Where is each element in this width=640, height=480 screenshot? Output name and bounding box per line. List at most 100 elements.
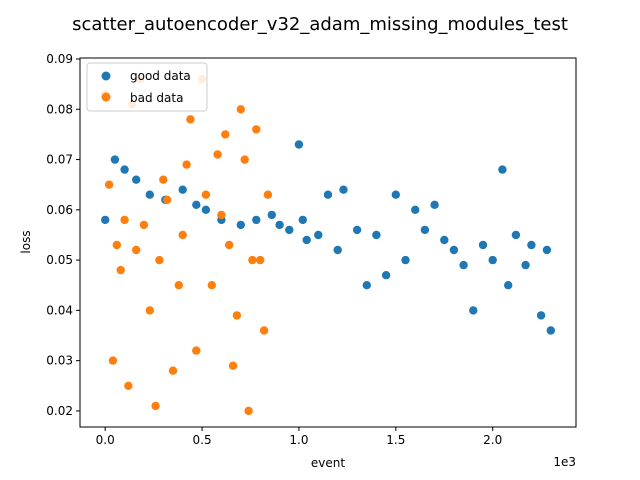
point-bad-data	[207, 281, 216, 290]
point-bad-data	[159, 175, 168, 184]
x-axis-label: event	[311, 456, 345, 470]
point-good-data	[145, 190, 154, 199]
point-bad-data	[139, 220, 149, 230]
point-bad-data	[178, 230, 187, 240]
point-bad-data	[232, 311, 242, 320]
point-bad-data	[248, 255, 257, 265]
point-good-data	[498, 165, 507, 174]
x-axis-ticks: 0.0 0.5 1.0 1.5 2.0	[96, 427, 502, 447]
point-good-data	[267, 210, 276, 220]
point-good-data	[511, 230, 521, 240]
point-good-data	[536, 311, 546, 320]
y-axis-label: loss	[19, 230, 33, 253]
point-bad-data	[120, 215, 129, 225]
point-bad-data	[263, 190, 273, 199]
x-tick-label: 1.0	[289, 433, 308, 447]
point-good-data	[372, 230, 381, 240]
point-bad-data	[182, 160, 191, 169]
point-bad-data	[213, 150, 222, 159]
point-bad-data	[217, 210, 226, 220]
point-good-data	[420, 225, 430, 235]
legend: good data bad data	[86, 62, 208, 112]
point-good-data	[459, 260, 468, 270]
point-good-data	[469, 306, 478, 315]
point-good-data	[101, 215, 110, 225]
point-good-data	[381, 271, 391, 280]
point-bad-data	[240, 155, 249, 164]
point-bad-data	[256, 255, 265, 265]
x-tick-label: 2.0	[483, 433, 502, 447]
legend-label-bad-data: bad data	[130, 91, 183, 105]
y-tick-label: 0.07	[46, 153, 73, 167]
legend-box	[86, 62, 208, 112]
point-good-data	[391, 190, 400, 199]
point-bad-data	[221, 130, 230, 139]
point-bad-data	[155, 255, 164, 265]
point-good-data	[352, 225, 362, 235]
point-good-data	[401, 255, 410, 265]
point-good-data	[333, 245, 342, 255]
point-good-data	[449, 245, 459, 255]
point-bad-data	[145, 306, 154, 315]
point-good-data	[132, 175, 141, 184]
point-bad-data	[252, 125, 261, 134]
y-tick-label: 0.04	[46, 303, 73, 317]
point-good-data	[362, 281, 371, 290]
point-good-data	[192, 200, 201, 209]
point-bad-data	[168, 366, 178, 375]
point-good-data	[294, 140, 304, 149]
point-good-data	[201, 205, 211, 214]
point-good-data	[542, 245, 552, 255]
point-good-data	[298, 215, 307, 225]
point-good-data	[521, 260, 530, 270]
point-bad-data	[108, 356, 118, 365]
legend-marker-good-data	[101, 71, 111, 81]
point-good-data	[440, 235, 449, 245]
point-bad-data	[192, 346, 201, 355]
point-good-data	[339, 185, 348, 194]
y-tick-label: 0.08	[46, 102, 73, 116]
point-good-data	[236, 220, 245, 230]
point-bad-data	[236, 105, 245, 114]
point-bad-data	[132, 245, 141, 255]
y-tick-label: 0.05	[46, 253, 73, 267]
point-bad-data	[124, 381, 133, 390]
y-tick-label: 0.06	[46, 203, 73, 217]
point-bad-data	[228, 361, 238, 370]
point-bad-data	[163, 195, 172, 204]
point-good-data	[488, 255, 497, 265]
point-good-data	[527, 240, 536, 250]
x-tick-label: 0.0	[96, 433, 115, 447]
point-bad-data	[259, 326, 269, 335]
point-good-data	[430, 200, 439, 209]
legend-label-good-data: good data	[130, 69, 191, 83]
legend-marker-bad-data	[101, 92, 111, 102]
point-bad-data	[104, 180, 114, 189]
point-bad-data	[201, 190, 211, 199]
point-good-data	[323, 190, 333, 199]
plot-area-frame	[79, 57, 577, 428]
point-good-data	[110, 155, 120, 164]
x-tick-label: 0.5	[193, 433, 212, 447]
scatter-points	[101, 74, 555, 416]
point-good-data	[275, 220, 284, 230]
point-good-data	[504, 281, 513, 290]
point-good-data	[120, 165, 129, 174]
point-good-data	[178, 185, 187, 194]
point-good-data	[478, 240, 488, 250]
point-bad-data	[186, 115, 195, 124]
point-good-data	[302, 235, 311, 245]
point-good-data	[285, 225, 294, 235]
point-bad-data	[225, 240, 234, 250]
y-tick-label: 0.03	[46, 354, 73, 368]
x-axis-offset-label: 1e3	[553, 455, 576, 469]
point-bad-data	[116, 265, 125, 275]
y-axis-ticks: 0.02 0.03 0.04 0.05 0.06 0.07 0.08 0.09	[46, 52, 80, 418]
point-bad-data	[174, 281, 183, 290]
point-good-data	[252, 215, 261, 225]
y-tick-label: 0.09	[46, 52, 73, 66]
point-bad-data	[112, 240, 122, 250]
point-bad-data	[244, 406, 253, 416]
y-tick-label: 0.02	[46, 404, 73, 418]
